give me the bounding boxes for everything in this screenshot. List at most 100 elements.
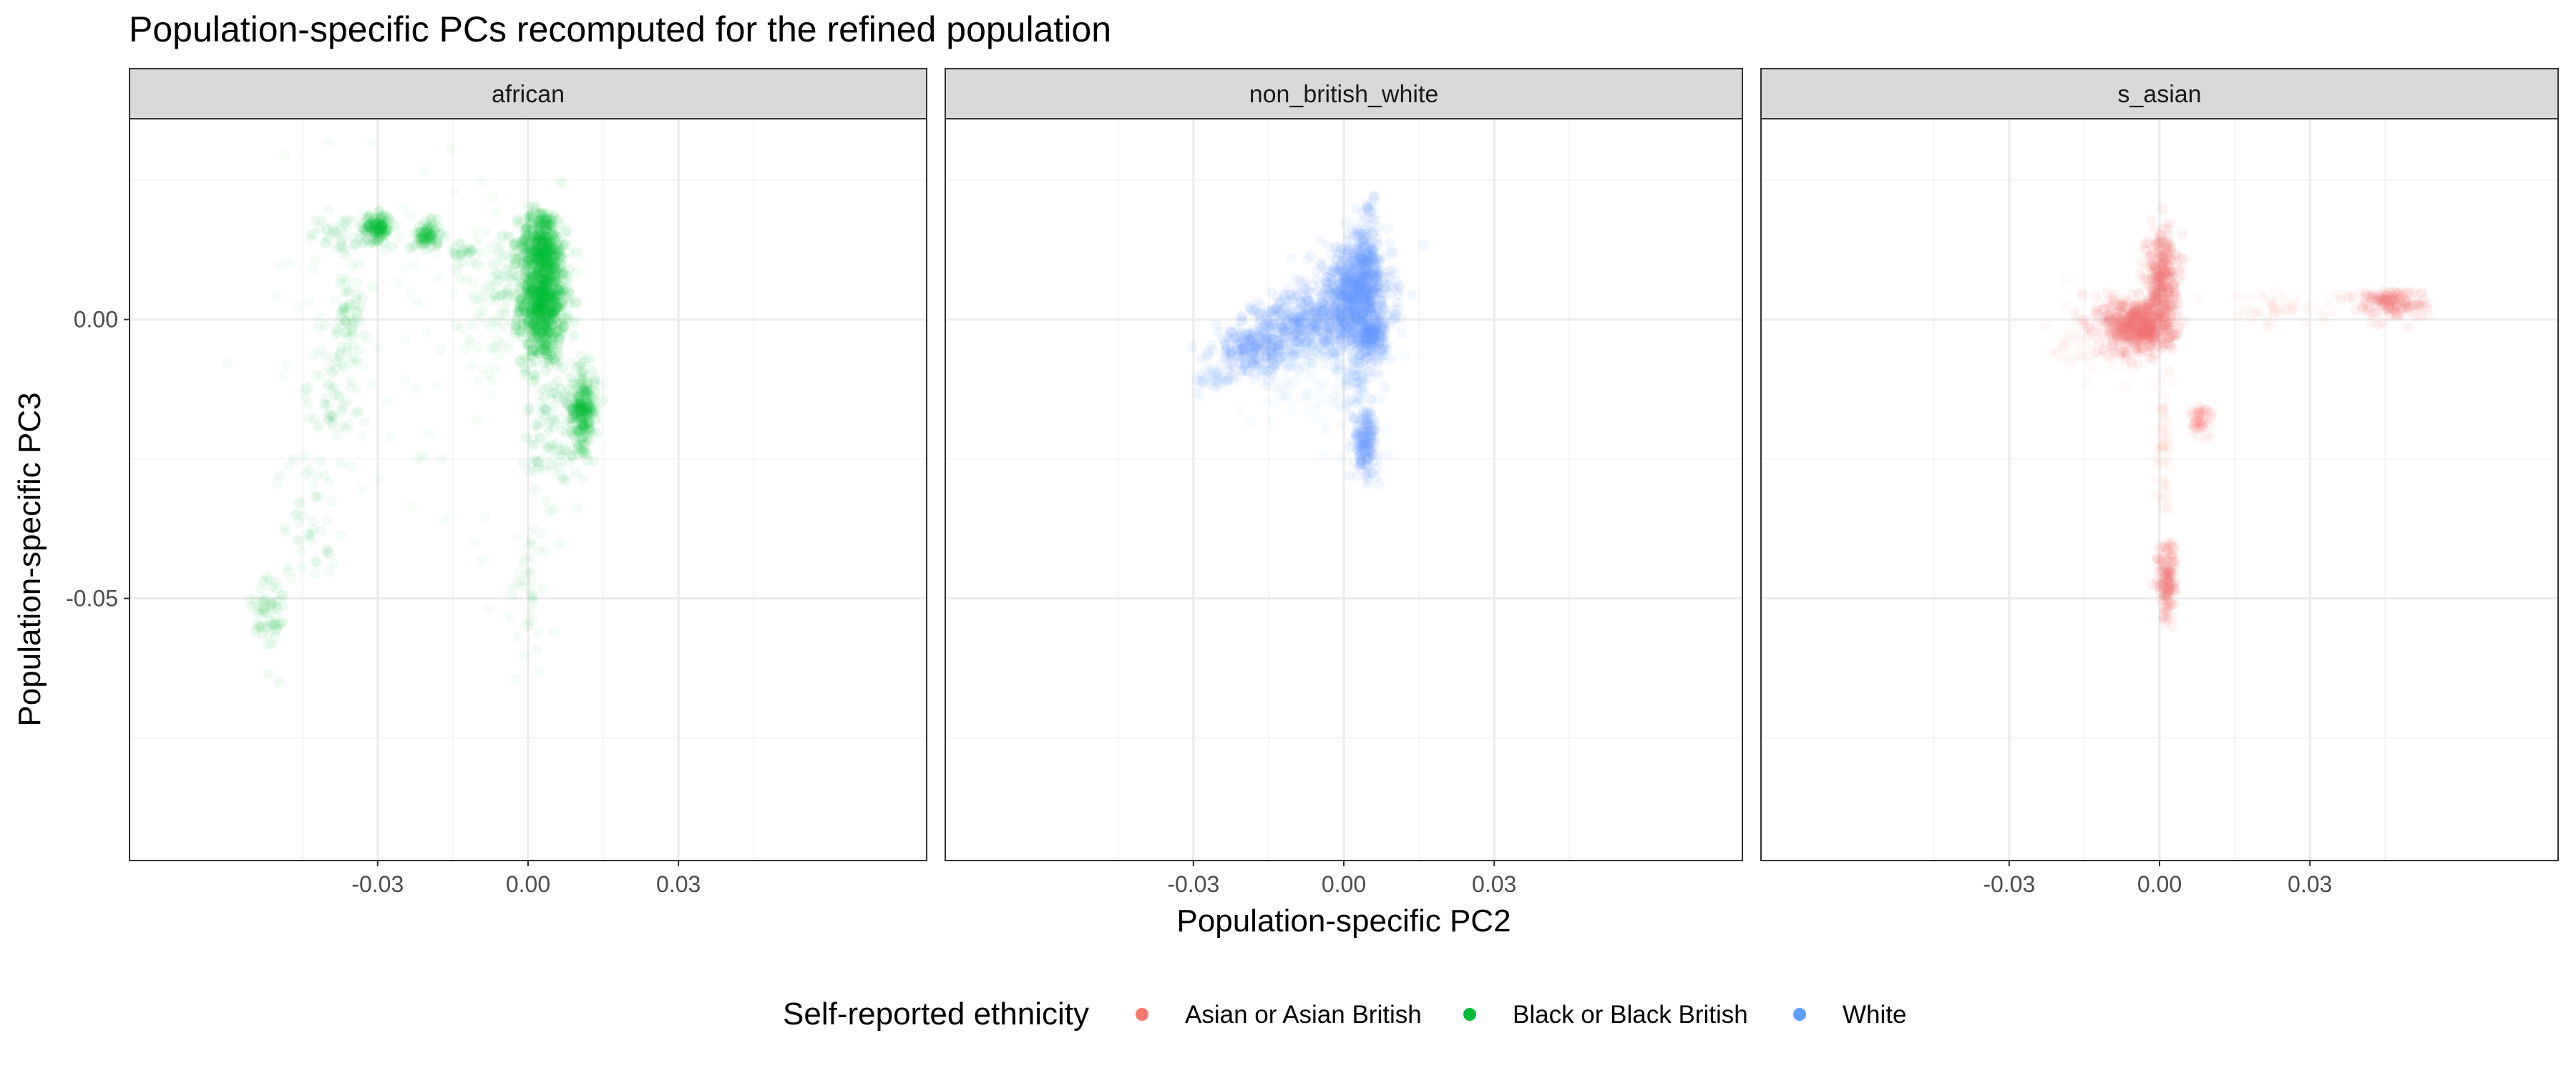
data-point (338, 398, 350, 410)
data-point (542, 283, 553, 295)
data-point (1365, 295, 1377, 307)
data-point (1218, 372, 1229, 383)
data-point (1358, 275, 1370, 286)
data-point (536, 275, 547, 287)
data-point (266, 639, 278, 650)
data-point (1329, 312, 1340, 323)
data-point (577, 405, 588, 416)
data-point (1234, 358, 1246, 369)
data-point (1363, 451, 1375, 463)
data-point (521, 243, 532, 255)
data-point (1291, 326, 1302, 338)
data-point (535, 288, 547, 299)
data-point (1336, 340, 1347, 352)
data-point (1231, 344, 1243, 356)
data-point (372, 218, 384, 230)
data-point (542, 319, 553, 330)
data-point (1313, 286, 1324, 298)
data-point (1319, 314, 1331, 325)
data-point (278, 521, 290, 533)
data-point (535, 296, 546, 308)
data-point (371, 217, 382, 229)
data-point (547, 210, 559, 221)
data-point (542, 260, 554, 272)
data-point (327, 384, 338, 396)
data-point (519, 272, 531, 283)
data-point (534, 270, 545, 282)
data-point (524, 259, 535, 270)
data-point (1367, 251, 1378, 263)
data-point (1335, 305, 1346, 317)
data-point (1369, 325, 1380, 335)
data-point (535, 253, 547, 264)
data-point (539, 247, 550, 258)
data-point (540, 348, 552, 360)
data-point (431, 236, 443, 248)
data-point (356, 292, 368, 303)
data-point (542, 240, 553, 252)
data-point (554, 218, 565, 230)
data-point (1350, 428, 1362, 440)
data-point (1264, 310, 1275, 321)
data-point (293, 496, 304, 508)
data-point (1362, 352, 1373, 363)
data-point (1361, 265, 1372, 276)
facet-strip (129, 68, 927, 119)
data-point (578, 412, 590, 423)
data-point (536, 342, 547, 353)
data-point (1382, 281, 1393, 293)
data-point (319, 239, 331, 250)
data-point (1357, 337, 1369, 348)
data-point (1355, 352, 1366, 363)
data-point (1352, 269, 1363, 280)
data-point (1328, 290, 1340, 301)
data-point (1251, 353, 1262, 364)
data-point (1294, 323, 1305, 335)
data-point (1335, 330, 1346, 341)
data-point (1382, 223, 1394, 235)
data-point (1325, 309, 1337, 320)
data-point (1247, 336, 1259, 348)
data-point (575, 373, 586, 384)
data-point (540, 365, 551, 376)
data-point (1378, 340, 1390, 351)
data-point (1335, 314, 1347, 325)
data-point (1362, 288, 1373, 300)
data-point (351, 293, 362, 305)
data-point (1330, 263, 1341, 274)
facet-strip (945, 68, 1743, 119)
data-point (1349, 338, 1360, 350)
data-point (1349, 318, 1360, 329)
data-point (537, 335, 548, 347)
data-point (1356, 252, 1367, 263)
data-point (543, 314, 555, 325)
data-point (1366, 237, 1377, 248)
data-point (1341, 321, 1352, 333)
data-point (558, 321, 570, 333)
data-point (575, 389, 586, 401)
data-point (535, 288, 547, 300)
data-point (517, 293, 528, 304)
data-point (557, 322, 569, 333)
data-point (1369, 332, 1380, 343)
data-point (379, 237, 390, 248)
data-point (373, 212, 384, 223)
data-point (1358, 267, 1370, 278)
data-point (1355, 283, 1367, 294)
data-point (1337, 289, 1348, 300)
data-point (1365, 320, 1377, 330)
data-point (530, 252, 542, 263)
data-point (512, 305, 524, 316)
data-point (514, 236, 526, 248)
data-point (557, 260, 568, 272)
data-point (540, 259, 551, 270)
data-point (1354, 275, 1365, 286)
data-point (518, 301, 530, 313)
data-point (1337, 320, 1348, 331)
data-point (1361, 345, 1372, 356)
data-point (1255, 361, 1266, 371)
data-point (521, 247, 532, 258)
data-point (1282, 301, 1293, 313)
data-point (532, 245, 544, 257)
data-point (539, 220, 550, 231)
